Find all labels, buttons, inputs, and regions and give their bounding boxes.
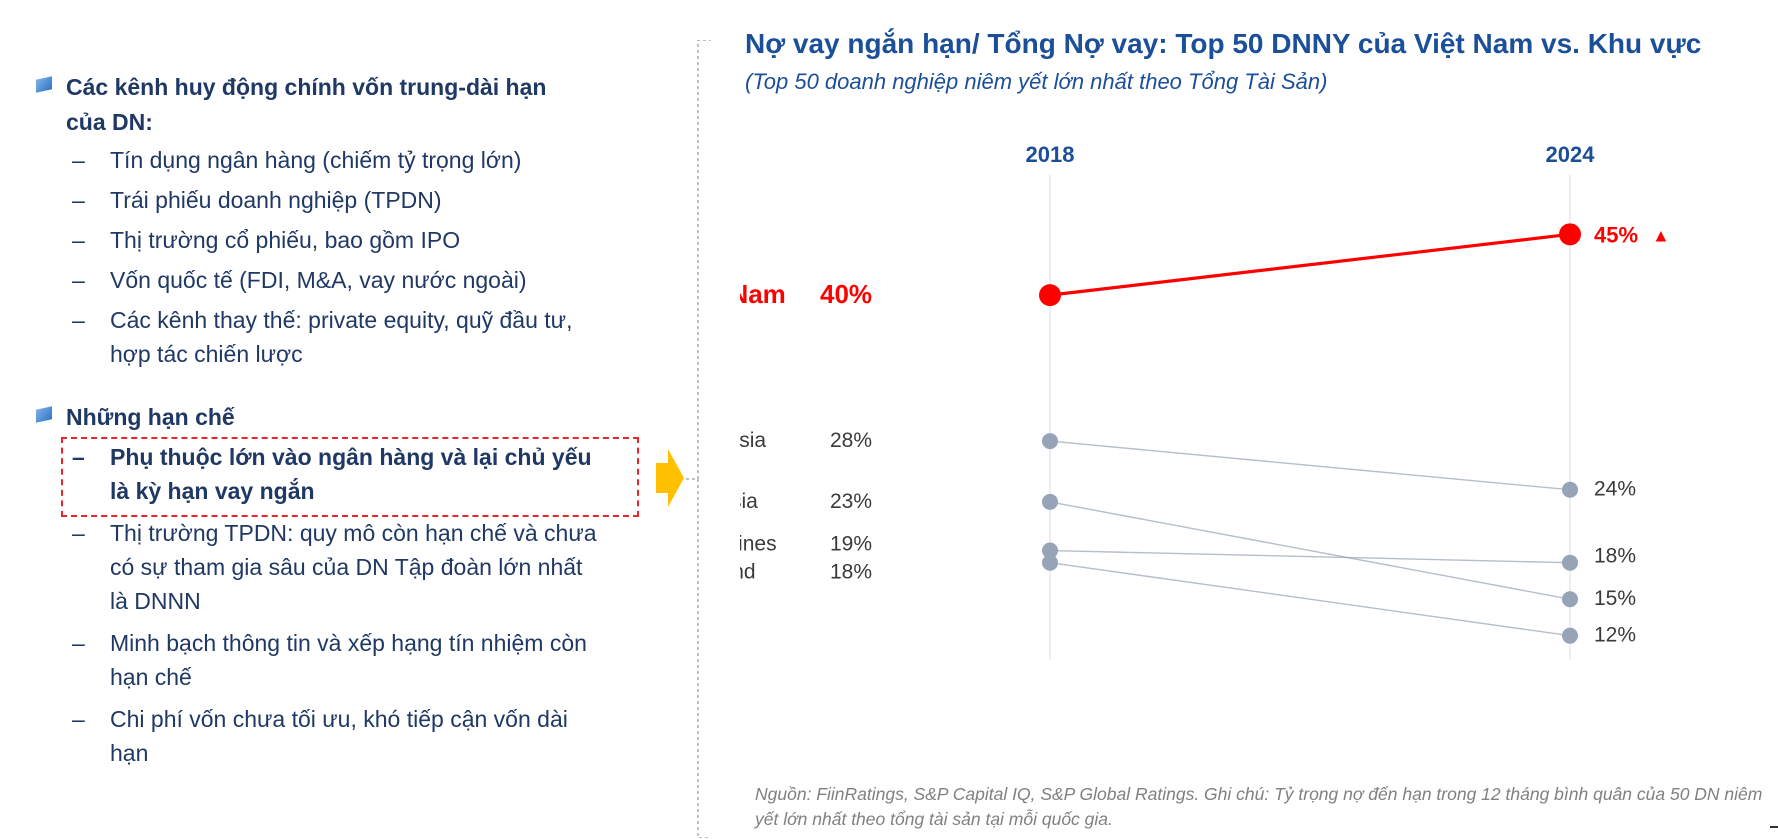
list-item: Các kênh thay thế: private equity, quỹ đ… <box>72 303 600 371</box>
list-item: Minh bạch thông tin và xếp hạng tín nhiệ… <box>72 626 600 694</box>
data-label: 45% <box>1594 222 1638 247</box>
section-title-channels: Các kênh huy động chính vốn trung-dài hạ… <box>66 74 547 135</box>
left-panel: Các kênh huy động chính vốn trung-dài hạ… <box>0 0 684 839</box>
bullet-icon <box>36 76 52 93</box>
year-label: 2018 <box>1026 142 1075 167</box>
data-label: 15% <box>1594 587 1636 610</box>
channels-list: Tín dụng ngân hàng (chiếm tỷ trọng lớn) … <box>72 143 600 371</box>
slope-chart: 2018 2024 Indonesia 28% 24% Malaysia 23% 15% Phi… <box>740 142 1670 660</box>
series-line <box>1049 440 1571 491</box>
data-label: 23% <box>830 490 872 513</box>
section-title-limitations: Những hạn chế <box>66 404 235 430</box>
data-point <box>1042 493 1058 510</box>
series-name-label: Philippines <box>740 533 777 556</box>
data-label: 40% <box>820 279 872 309</box>
series-name-label: Thailand <box>740 561 756 584</box>
data-point <box>1042 542 1058 559</box>
series-line <box>1049 232 1571 297</box>
series-name-label: Indonesia <box>740 429 766 452</box>
series-name-label: Việt Nam <box>740 279 786 309</box>
trend-up-icon: ▲ <box>1652 225 1670 245</box>
data-label: 18% <box>830 561 872 584</box>
data-point <box>1562 591 1578 608</box>
data-point <box>1562 627 1578 644</box>
data-point <box>1562 554 1578 571</box>
list-item: Thị trường cổ phiếu, bao gồm IPO <box>72 223 600 257</box>
list-item: Vốn quốc tế (FDI, M&A, vay nước ngoài) <box>72 263 600 297</box>
data-label: 28% <box>830 429 872 452</box>
bullet-icon <box>36 406 52 423</box>
series-name-label: Malaysia <box>740 490 758 513</box>
data-point <box>1039 284 1061 307</box>
data-point <box>1562 481 1578 498</box>
year-label: 2024 <box>1546 142 1596 167</box>
section-channels: Các kênh huy động chính vốn trung-dài hạ… <box>36 70 586 140</box>
data-label: 18% <box>1594 545 1636 568</box>
data-label: 24% <box>1594 478 1636 501</box>
pointer-arrow-icon <box>656 449 684 507</box>
section-limitations: Những hạn chế <box>36 400 586 435</box>
data-point <box>1559 223 1581 246</box>
list-item-highlighted: Phụ thuộc lớn vào ngân hàng và lại chủ y… <box>72 440 600 508</box>
chart-subtitle: (Top 50 doanh nghiệp niêm yết lớn nhất t… <box>745 69 1328 94</box>
data-label: 12% <box>1594 624 1636 647</box>
series-line <box>1049 562 1571 637</box>
series-line <box>1049 501 1571 600</box>
list-item: Chi phí vốn chưa tối ưu, khó tiếp cận vố… <box>72 702 600 770</box>
list-item: Thị trường TPDN: quy mô còn hạn chế và c… <box>72 516 600 618</box>
series-line <box>1049 549 1571 564</box>
limitations-list: Phụ thuộc lớn vào ngân hàng và lại chủ y… <box>72 440 600 770</box>
highlight-box <box>61 437 639 517</box>
chart-title: Nợ vay ngắn hạn/ Tổng Nợ vay: Top 50 DNN… <box>745 28 1702 59</box>
footnote: Nguồn: FiinRatings, S&P Capital IQ, S&P … <box>755 784 1763 829</box>
list-item: Trái phiếu doanh nghiệp (TPDN) <box>72 183 600 217</box>
bracket-connector <box>686 40 711 838</box>
data-point <box>1042 554 1058 571</box>
data-label: 19% <box>830 533 872 556</box>
list-item: Tín dụng ngân hàng (chiếm tỷ trọng lớn) <box>72 143 600 177</box>
page-edge-mark <box>1770 826 1778 828</box>
data-point <box>1042 433 1058 450</box>
